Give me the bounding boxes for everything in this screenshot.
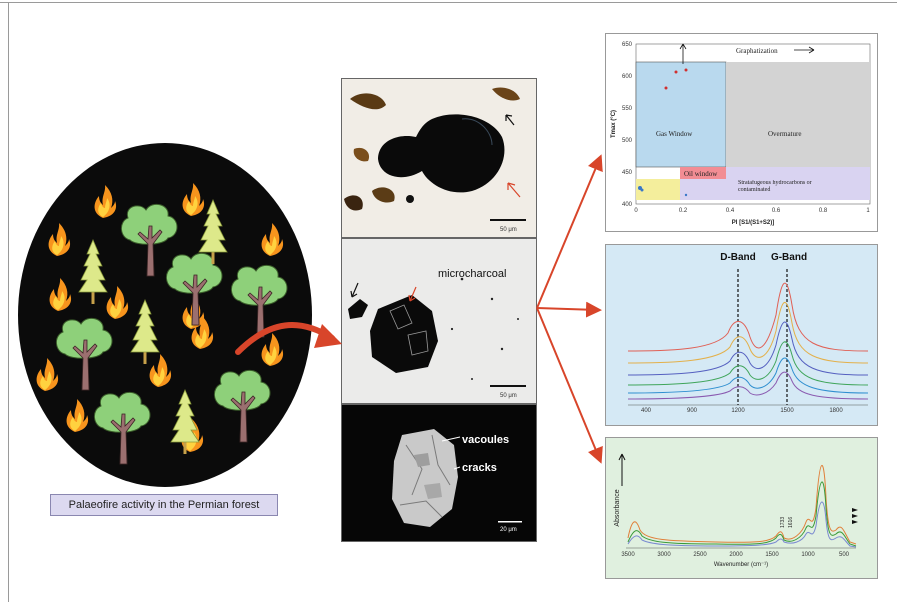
ytick-550: 550: [622, 106, 633, 112]
ftir-xtick-500: 500: [839, 552, 850, 558]
peak-1616-label: 1616: [788, 517, 794, 528]
microcharcoal-label: microcharcoal: [438, 268, 506, 280]
overmature-zone-label: Overmature: [768, 130, 801, 138]
ytick-500: 500: [622, 138, 633, 144]
xtick-0: 0: [634, 208, 638, 214]
raman-xtick-1800: 1800: [829, 408, 843, 414]
ftir-xlabel: Wavenumber (cm⁻¹): [714, 562, 768, 568]
frame-left-line: [8, 2, 9, 602]
ftir-plot: Absorbance 1733 1616 3500 3000 2500 2000…: [605, 437, 878, 579]
d-band-label: D-Band: [720, 252, 756, 263]
oil-window-zone-label: Oil window: [684, 170, 718, 178]
micrograph-bottom: vacoules cracks 20 μm: [341, 404, 537, 542]
cracks-label: cracks: [462, 462, 497, 474]
raman-xtick-1500: 1500: [780, 408, 794, 414]
peak-1733-label: 1733: [780, 517, 786, 528]
forest-illustration: [18, 143, 312, 487]
raman-xtick-900: 900: [687, 408, 698, 414]
xtick-0.8: 0.8: [819, 208, 828, 214]
ytick-400: 400: [622, 202, 633, 208]
ftir-xtick-1500: 1500: [765, 552, 779, 558]
raman-plot: D-Band G-Band 400 900 1200 1500 1800: [605, 244, 878, 426]
rock-eval-xlabel: PI [S1/(S1+S2)]: [732, 220, 775, 226]
xtick-0.2: 0.2: [679, 208, 688, 214]
xtick-1: 1: [866, 208, 870, 214]
bottom-scale-bar-label: 20 μm: [500, 527, 517, 533]
raman-xtick-1200: 1200: [731, 408, 745, 414]
micrograph-middle: microcharcoal 50 μm: [341, 238, 537, 404]
vacoules-label: vacoules: [462, 434, 509, 446]
ftir-ylabel: Absorbance: [614, 489, 621, 526]
middle-scale-bar-label: 50 μm: [500, 393, 517, 399]
frame-top-line: [0, 2, 897, 3]
xtick-0.6: 0.6: [772, 208, 781, 214]
ftir-xtick-3000: 3000: [657, 552, 671, 558]
stratafugeous-zone-label: Stratafugeous hydrocarbons or contaminat…: [738, 180, 812, 193]
ytick-450: 450: [622, 170, 633, 176]
rock-eval-plot: Graphatization Gas Window Overmature Oil…: [605, 33, 878, 232]
ftir-xtick-2000: 2000: [729, 552, 743, 558]
raman-xtick-400: 400: [641, 408, 652, 414]
ftir-xtick-2500: 2500: [693, 552, 707, 558]
forest-caption: Palaeofire activity in the Permian fores…: [50, 494, 278, 516]
top-scale-bar-label: 50 μm: [500, 227, 517, 233]
xtick-0.4: 0.4: [726, 208, 735, 214]
ytick-650: 650: [622, 42, 633, 48]
micrograph-top: 50 μm: [341, 78, 537, 238]
g-band-label: G-Band: [771, 252, 807, 263]
ytick-600: 600: [622, 74, 633, 80]
ftir-xtick-3500: 3500: [621, 552, 635, 558]
gas-window-zone-label: Gas Window: [656, 130, 693, 138]
ftir-xtick-1000: 1000: [801, 552, 815, 558]
graphatization-label: Graphatization: [736, 47, 778, 55]
rock-eval-ylabel: Tmax (°C): [611, 110, 617, 138]
